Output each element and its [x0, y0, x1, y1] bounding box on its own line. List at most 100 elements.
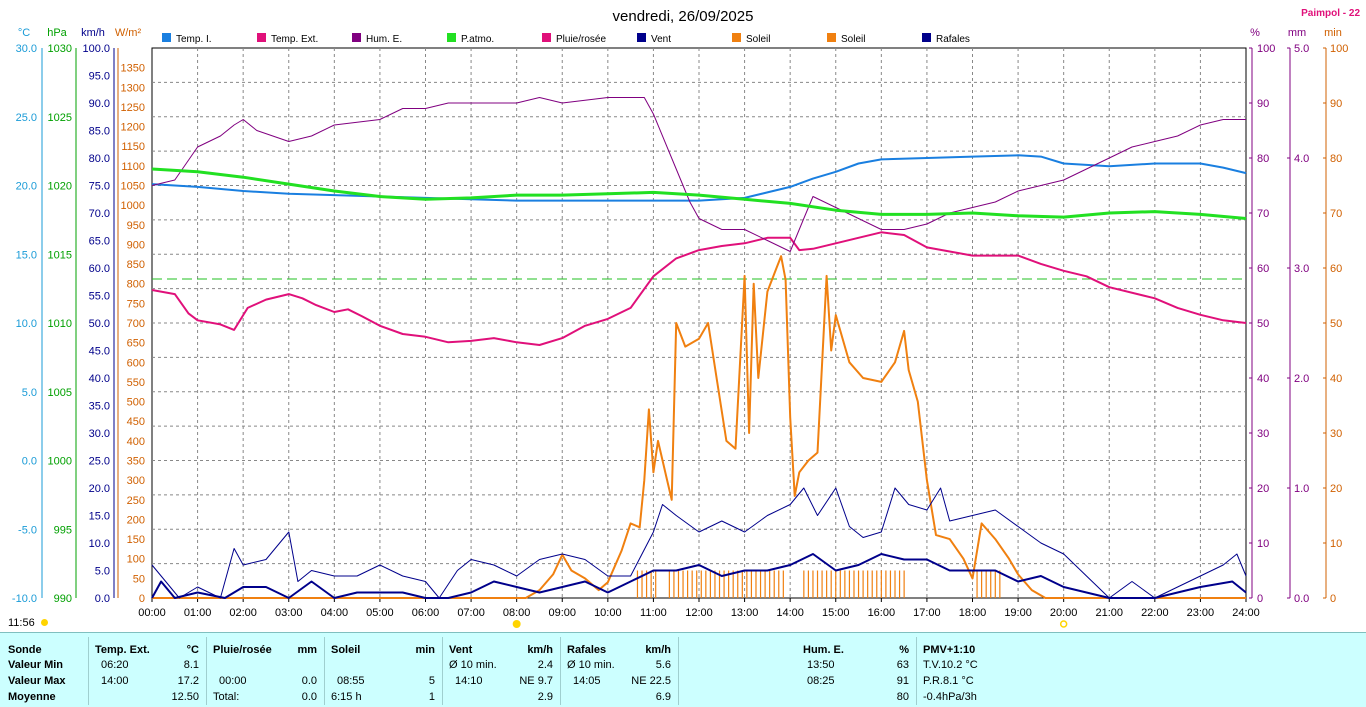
rain-tick-label: 1.0 [1294, 483, 1309, 495]
temp-tick-label: -10.0 [12, 593, 37, 605]
wind-tick-label: 25.0 [89, 456, 110, 468]
humidity-tick-label: 70 [1257, 208, 1269, 220]
legend-label: Temp. I. [176, 34, 212, 45]
sun-min-tick-label: 80 [1330, 153, 1342, 165]
sun-min-tick-label: 90 [1330, 98, 1342, 110]
pmv-column: PMV+1:10 T.V.10.2 °C P.R.8.1 °C -0.4hPa/… [916, 637, 1027, 705]
series-soleil [152, 255, 1246, 599]
legend-swatch [827, 33, 836, 42]
pressure-tick-label: 1015 [48, 249, 72, 261]
temp-tick-label: 30.0 [16, 43, 37, 55]
legend-label: Soleil [841, 34, 865, 45]
humidity-tick-label: 100 [1257, 43, 1275, 55]
wind-tick-label: 85.0 [89, 126, 110, 138]
solar-tick-label: 750 [127, 298, 145, 310]
station-label: Paimpol - 22 [1301, 8, 1360, 19]
pmv-line2: P.R.8.1 °C [923, 675, 974, 687]
rain-tick-label: 2.0 [1294, 373, 1309, 385]
pluie-unit: mm [297, 644, 317, 656]
unit-temp: °C [18, 27, 30, 39]
unit-wind: km/h [81, 27, 105, 39]
x-tick-label: 07:00 [457, 607, 485, 619]
temp-tick-label: 15.0 [16, 249, 37, 261]
x-tick-label: 09:00 [548, 607, 576, 619]
x-tick-label: 11:00 [640, 607, 667, 619]
humidity-tick-label: 90 [1257, 98, 1269, 110]
wind-tick-label: 60.0 [89, 263, 110, 275]
rain-tick-label: 0.0 [1294, 593, 1309, 605]
temp-ext-max-time: 14:00 [101, 675, 129, 687]
hum-column: Hum. E. % 13:50 63 08:25 91 80 [678, 637, 915, 705]
legend-swatch [637, 33, 646, 42]
legend-swatch [922, 33, 931, 42]
unit-sun-min: min [1324, 27, 1342, 39]
hum-unit: % [899, 644, 909, 656]
solar-tick-label: 650 [127, 338, 145, 350]
series-rafales [151, 487, 1247, 599]
rain-tick-label: 4.0 [1294, 153, 1309, 165]
x-tick-label: 10:00 [594, 607, 622, 619]
solar-tick-label: 1050 [121, 181, 145, 193]
sun-min-tick-label: 70 [1330, 208, 1342, 220]
temp-ext-unit: °C [186, 644, 199, 656]
unit-solar: W/m² [115, 27, 142, 39]
rafales-min-label: Ø 10 min. [567, 659, 615, 671]
pressure-tick-label: 1010 [48, 318, 72, 330]
min-label: Valeur Min [8, 659, 64, 671]
current-time: 11:56 [8, 617, 48, 629]
rafales-avg: 6.9 [655, 691, 671, 703]
sunrise-icon [512, 620, 521, 628]
x-tick-label: 17:00 [913, 607, 941, 619]
wind-tick-label: 35.0 [89, 401, 110, 413]
solar-tick-label: 800 [127, 279, 145, 291]
rafales-column: Rafales km/h Ø 10 min. 5.6 14:05 NE 22.5… [560, 637, 677, 705]
wind-tick-label: 80.0 [89, 153, 110, 165]
legend-label: Hum. E. [366, 34, 402, 45]
wind-tick-label: 55.0 [89, 291, 110, 303]
sunset-icon [1059, 620, 1068, 628]
temp-tick-label: 0.0 [22, 456, 37, 468]
x-tick-label: 14:00 [776, 607, 804, 619]
vent-min: 2.4 [537, 659, 553, 671]
weather-chart: vendredi, 26/09/2025 Paimpol - 22 °C hPa k… [12, 8, 1360, 628]
humidity-tick-label: 50 [1257, 318, 1269, 330]
pluie-max: 0.0 [301, 675, 317, 687]
solar-tick-label: 100 [127, 554, 145, 566]
solar-tick-label: 400 [127, 436, 145, 448]
x-tick-label: 13:00 [731, 607, 759, 619]
hum-title: Hum. E. [803, 644, 844, 656]
vent-max: NE 9.7 [519, 675, 553, 687]
solar-tick-label: 1300 [121, 82, 145, 94]
solar-tick-label: 550 [127, 377, 145, 389]
wind-tick-label: 75.0 [89, 181, 110, 193]
x-tick-label: 03:00 [275, 607, 303, 619]
solar-tick-label: 250 [127, 495, 145, 507]
sun-min-tick-label: 30 [1330, 428, 1342, 440]
sun-min-tick-label: 100 [1330, 43, 1348, 55]
wind-tick-label: 5.0 [95, 566, 110, 578]
legend-swatch [352, 33, 361, 42]
pressure-tick-label: 1025 [48, 112, 72, 124]
sun-min-tick-label: 10 [1330, 538, 1342, 550]
sonde-title: Sonde [8, 644, 42, 656]
pluie-title: Pluie/rosée [213, 644, 272, 656]
soleil-max: 5 [428, 675, 435, 687]
hum-avg: 80 [896, 691, 909, 703]
temp-ext-min: 8.1 [183, 659, 199, 671]
hum-max-time: 08:25 [807, 675, 835, 687]
stats-panel: Sonde Valeur Min Valeur Max Moyenne Temp… [0, 632, 1366, 707]
x-tick-label: 05:00 [366, 607, 394, 619]
rafales-max-time: 14:05 [573, 675, 601, 687]
solar-tick-label: 0 [139, 593, 145, 605]
x-tick-label: 22:00 [1141, 607, 1169, 619]
solar-tick-label: 50 [133, 573, 145, 585]
pressure-tick-label: 1000 [48, 456, 72, 468]
sun-min-tick-label: 60 [1330, 263, 1342, 275]
unit-pressure: hPa [47, 27, 67, 39]
max-label: Valeur Max [8, 675, 66, 687]
solar-tick-label: 500 [127, 397, 145, 409]
solar-tick-label: 1000 [121, 200, 145, 212]
humidity-tick-label: 20 [1257, 483, 1269, 495]
rafales-title: Rafales [567, 644, 607, 656]
unit-rain: mm [1288, 27, 1306, 39]
